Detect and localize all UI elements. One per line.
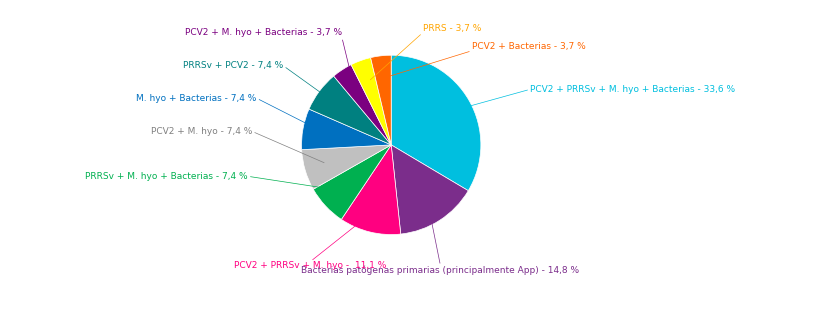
Text: PCV2 + PRRSv + M. hyo + Bacterias - 33,6 %: PCV2 + PRRSv + M. hyo + Bacterias - 33,6… [530,85,735,94]
Wedge shape [333,65,391,145]
Wedge shape [301,109,391,150]
Wedge shape [391,55,480,191]
Wedge shape [341,145,400,235]
Wedge shape [351,58,391,145]
Text: PRRSv + M. hyo + Bacterias - 7,4 %: PRRSv + M. hyo + Bacterias - 7,4 % [85,172,247,181]
Wedge shape [313,145,391,219]
Wedge shape [309,76,391,145]
Wedge shape [370,55,391,145]
Text: PRRS - 3,7 %: PRRS - 3,7 % [422,24,481,33]
Text: PRRSv + PCV2 - 7,4 %: PRRSv + PCV2 - 7,4 % [183,61,283,71]
Wedge shape [391,145,468,234]
Text: PCV2 + M. hyo + Bacterias - 3,7 %: PCV2 + M. hyo + Bacterias - 3,7 % [184,28,342,37]
Wedge shape [301,145,391,189]
Text: M. hyo + Bacterias - 7,4 %: M. hyo + Bacterias - 7,4 % [136,94,256,103]
Text: PCV2 + PRRSv + M. hyo -  11,1 %: PCV2 + PRRSv + M. hyo - 11,1 % [234,261,387,270]
Text: PCV2 + M. hyo - 7,4 %: PCV2 + M. hyo - 7,4 % [151,127,252,136]
Text: Bacterias patógenas primarias (principalmente App) - 14,8 %: Bacterias patógenas primarias (principal… [301,266,579,275]
Text: PCV2 + Bacterias - 3,7 %: PCV2 + Bacterias - 3,7 % [471,42,585,51]
